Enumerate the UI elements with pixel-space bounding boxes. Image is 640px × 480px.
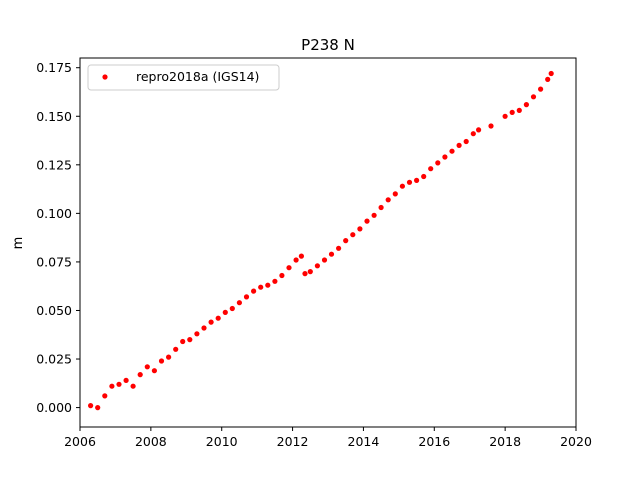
data-point xyxy=(173,346,179,352)
data-point xyxy=(265,282,271,288)
data-point xyxy=(328,251,335,257)
data-point xyxy=(476,127,482,133)
x-tick-label: 2018 xyxy=(489,434,521,449)
y-tick-label: 0.050 xyxy=(36,303,72,318)
chart-title: P238 N xyxy=(301,36,355,54)
data-point xyxy=(421,173,427,180)
data-point xyxy=(298,253,304,259)
data-point xyxy=(509,109,515,115)
data-point xyxy=(236,300,242,306)
x-tick-label: 2020 xyxy=(560,434,592,449)
data-point xyxy=(272,278,278,284)
legend-box xyxy=(87,64,280,91)
data-point xyxy=(166,354,172,360)
data-point xyxy=(222,309,228,315)
data-points xyxy=(88,70,554,411)
x-tick-label: 2010 xyxy=(206,434,238,449)
legend-label: repro2018a (IGS14) xyxy=(136,69,259,84)
plot-frame xyxy=(79,57,577,428)
data-point xyxy=(109,383,115,389)
data-point xyxy=(336,245,342,251)
data-point xyxy=(538,86,544,92)
data-point xyxy=(102,393,108,399)
data-point xyxy=(516,107,522,113)
data-point xyxy=(530,94,537,100)
data-point xyxy=(151,368,157,374)
data-point xyxy=(137,372,143,378)
data-point xyxy=(279,272,285,279)
y-tick-label: 0.000 xyxy=(36,400,72,415)
legend-marker xyxy=(102,74,108,80)
data-point xyxy=(488,123,494,129)
data-point xyxy=(470,131,476,137)
data-point xyxy=(258,284,264,290)
data-point xyxy=(350,232,356,238)
data-point xyxy=(399,183,405,189)
data-point xyxy=(523,102,530,108)
data-point xyxy=(187,337,193,343)
data-point xyxy=(307,269,313,275)
y-tick-label: 0.075 xyxy=(36,254,72,269)
data-point xyxy=(545,76,551,82)
data-point xyxy=(406,179,413,185)
data-point xyxy=(378,204,384,211)
data-point xyxy=(371,212,377,218)
data-point xyxy=(364,218,370,224)
data-point xyxy=(130,383,136,389)
data-point xyxy=(548,70,554,77)
data-point xyxy=(314,263,320,269)
data-point xyxy=(201,325,207,331)
data-point xyxy=(456,142,462,148)
x-tick-label: 2006 xyxy=(64,434,96,449)
data-point xyxy=(194,331,200,337)
data-point xyxy=(116,381,122,387)
data-point xyxy=(414,177,420,183)
x-tick-label: 2016 xyxy=(418,434,450,449)
axis-ticks: 2006 2008 2010 2012 2014 2016 2018 2020 0.000 0.0… xyxy=(36,60,592,449)
data-point xyxy=(428,166,434,172)
data-point xyxy=(88,403,94,409)
data-point xyxy=(502,113,508,119)
data-point xyxy=(302,271,308,277)
data-point xyxy=(243,294,250,300)
data-point xyxy=(158,358,165,364)
data-point xyxy=(123,377,129,383)
y-tick-label: 0.125 xyxy=(36,157,72,172)
data-point xyxy=(286,265,292,271)
legend: repro2018a (IGS14) xyxy=(87,64,280,91)
data-point xyxy=(343,238,349,244)
x-tick-label: 2008 xyxy=(135,434,167,449)
data-point xyxy=(435,160,441,166)
y-tick-label: 0.100 xyxy=(36,206,72,221)
data-point xyxy=(95,405,101,411)
data-point xyxy=(392,191,398,197)
data-point xyxy=(357,226,363,232)
x-tick-label: 2012 xyxy=(277,434,309,449)
y-tick-label: 0.025 xyxy=(36,352,72,367)
data-point xyxy=(251,288,257,294)
data-point xyxy=(463,138,469,145)
data-point xyxy=(229,305,235,312)
data-point xyxy=(385,197,391,203)
y-tick-label: 0.175 xyxy=(36,60,72,75)
data-point xyxy=(442,154,448,160)
data-point xyxy=(449,148,455,154)
data-point xyxy=(293,257,299,263)
x-tick-label: 2014 xyxy=(348,434,380,449)
data-point xyxy=(180,338,186,345)
data-point xyxy=(215,315,221,321)
data-point xyxy=(144,364,150,370)
y-tick-label: 0.150 xyxy=(36,109,72,124)
data-point xyxy=(208,319,214,325)
data-point xyxy=(321,257,328,263)
y-axis-label: m xyxy=(11,237,26,250)
